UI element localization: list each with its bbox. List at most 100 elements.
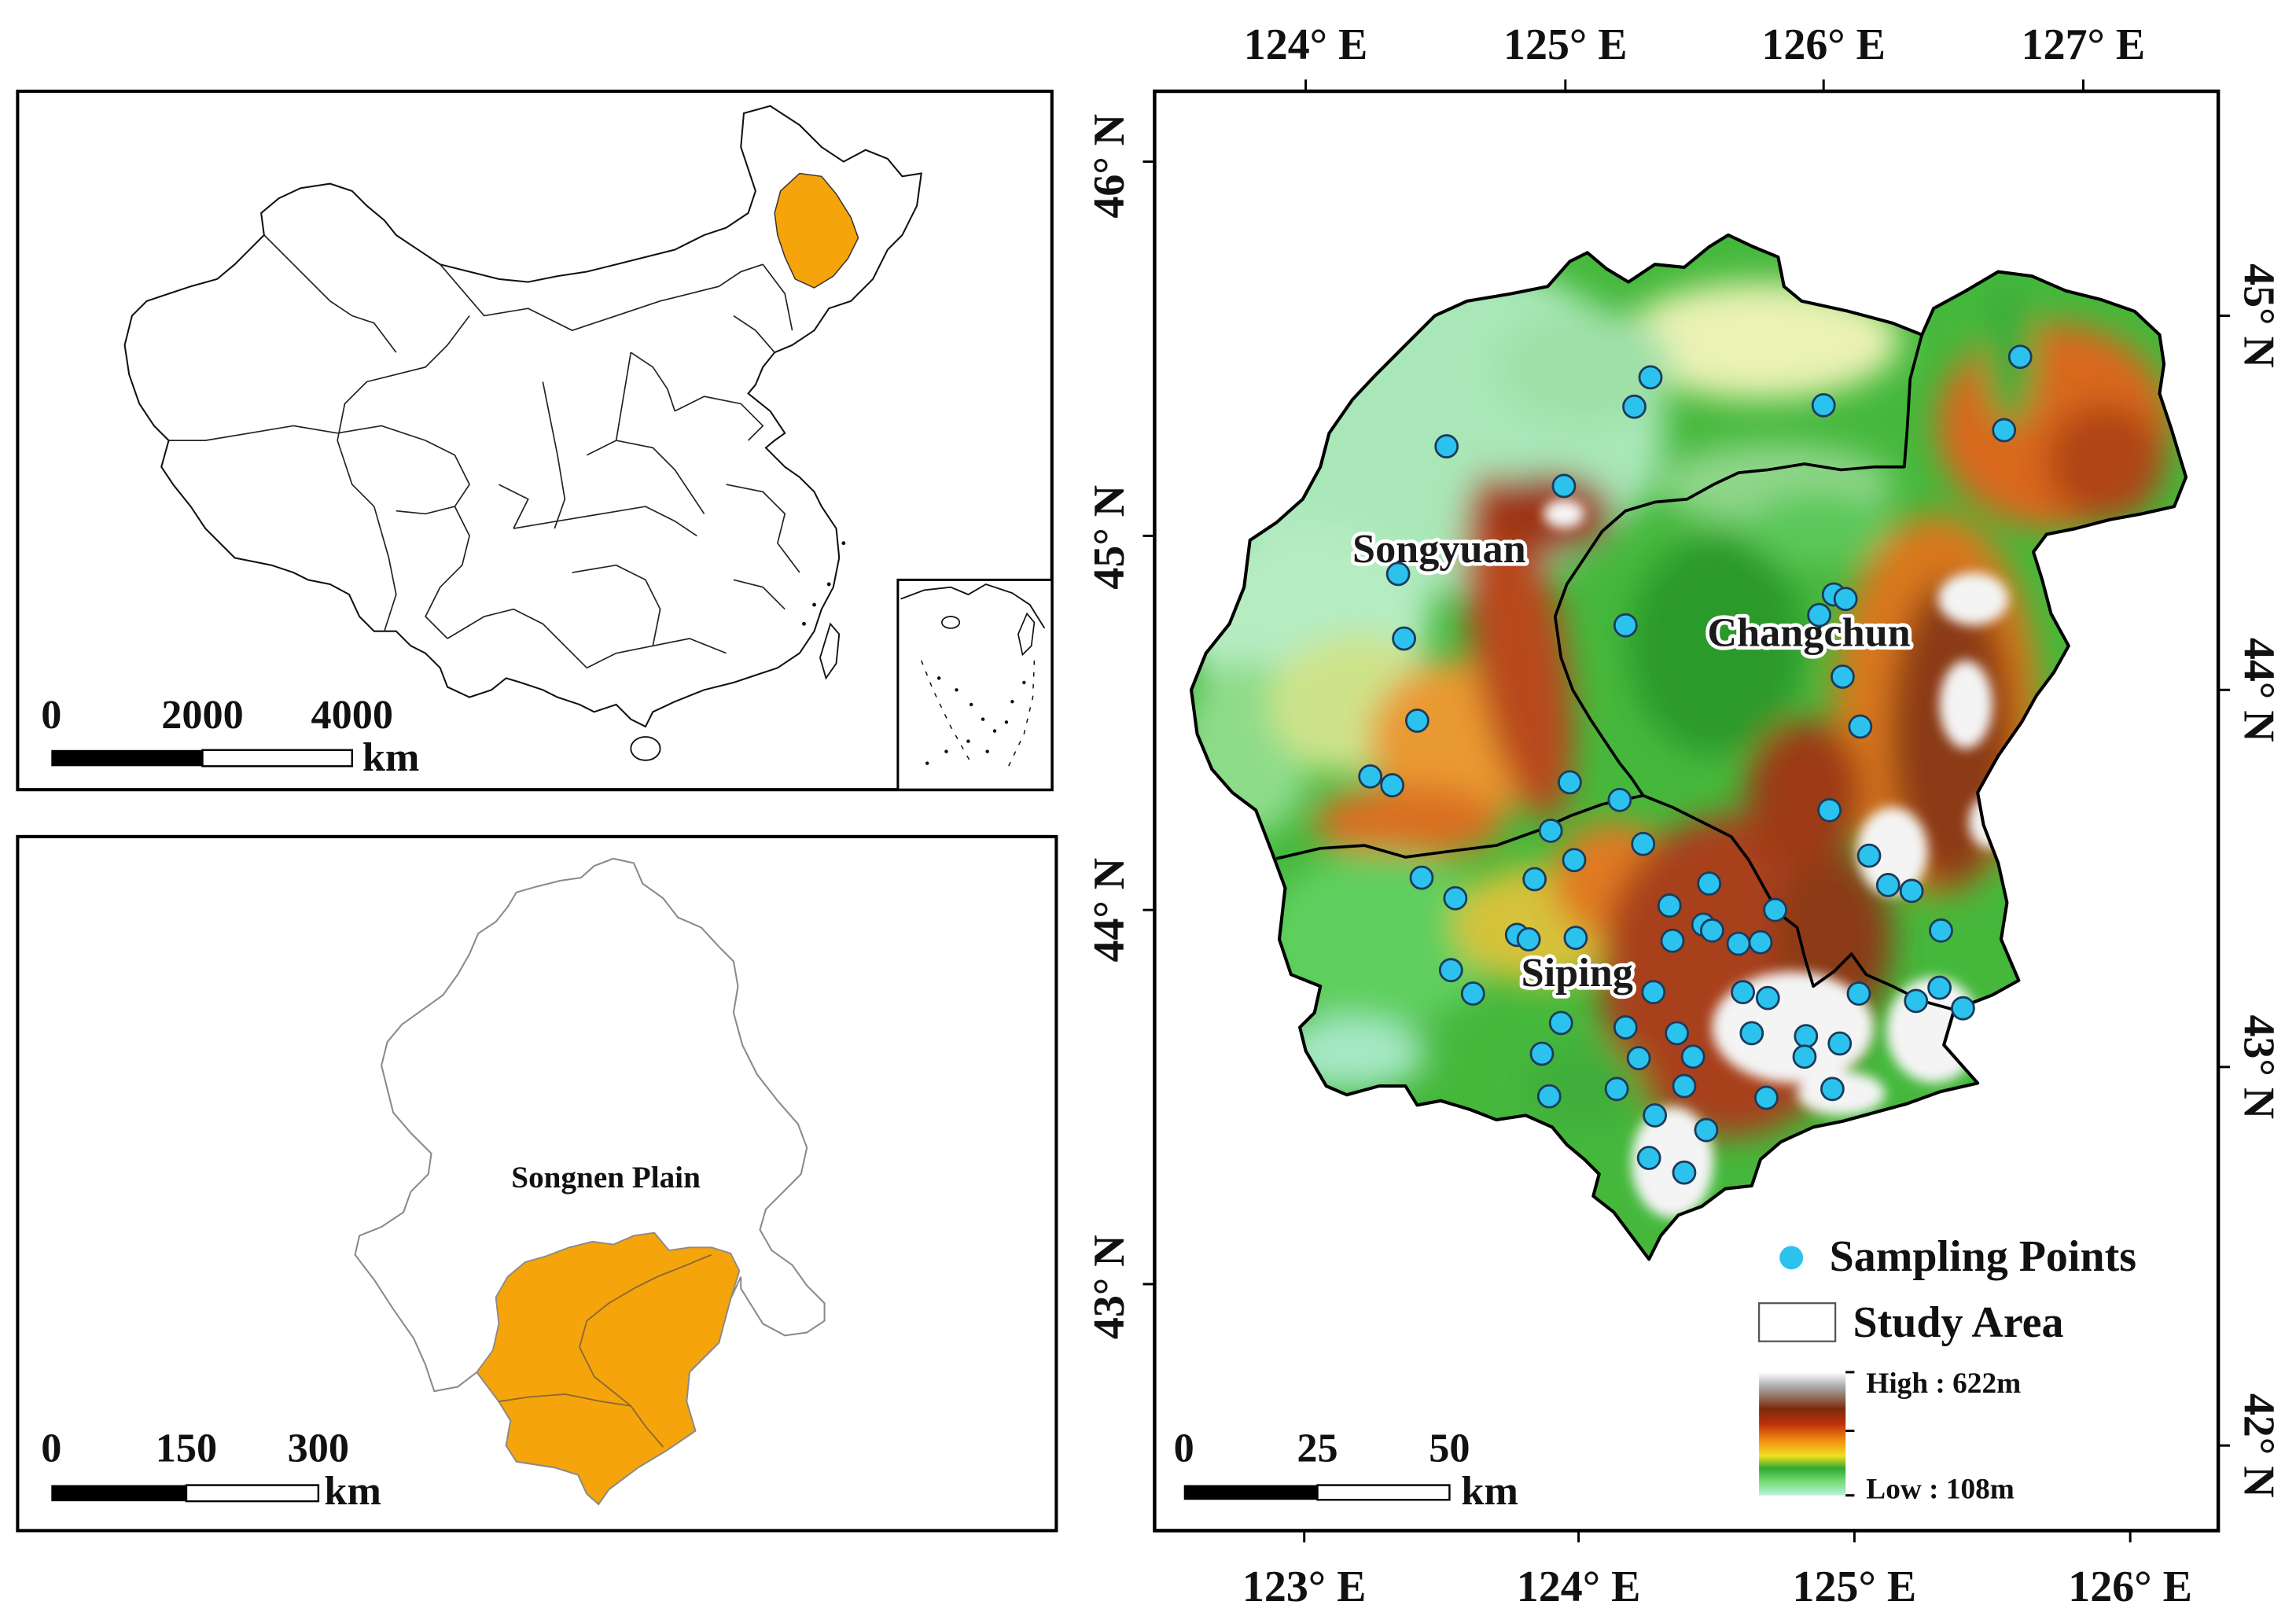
- sampling-point: [1672, 1073, 1697, 1099]
- elevation-patch: [1621, 282, 1900, 399]
- inset-dash-line: [921, 660, 972, 764]
- sampling-points-layer: [1358, 344, 2033, 1185]
- scale-bar-white: [201, 749, 354, 768]
- province-boundary: [733, 315, 775, 353]
- sampling-point: [1665, 1021, 1690, 1046]
- sampling-point: [1636, 1146, 1661, 1170]
- taiwan-island: [819, 622, 841, 680]
- legend-elevation-low: Low : 108m: [1866, 1473, 2015, 1505]
- province-boundary: [440, 263, 763, 332]
- sampling-point: [1875, 873, 1900, 897]
- island-dot: [1010, 699, 1014, 704]
- sampling-point: [1739, 1021, 1764, 1046]
- legend-sampling-point-symbol: [1779, 1246, 1804, 1270]
- longitude-label: 124° E: [1244, 20, 1368, 69]
- scale-unit: km: [324, 1468, 381, 1514]
- scale-tick-label: 150: [156, 1426, 217, 1471]
- sampling-point: [1558, 770, 1582, 795]
- region-label-songyuan: Songyuan: [1352, 526, 1526, 572]
- elevation-patch: [2046, 403, 2165, 521]
- sampling-point: [1563, 926, 1588, 951]
- china-scale-bar: 0 2000 4000 km: [41, 692, 419, 780]
- sampling-point: [1763, 897, 1788, 922]
- province-boundary: [630, 352, 676, 412]
- left-axis-labels: 46° N 45° N 44° N 43° N: [1085, 114, 1134, 1339]
- sampling-point: [1680, 1044, 1705, 1069]
- province-boundary: [733, 579, 786, 610]
- sampling-point: [1404, 709, 1429, 733]
- island-dot: [1022, 680, 1026, 685]
- sampling-point: [1929, 918, 1953, 943]
- sampling-point: [1748, 929, 1773, 955]
- south-china-sea-inset: [896, 578, 1054, 791]
- inset-coastline: [900, 583, 1046, 629]
- latitude-label: 44° N: [2235, 638, 2283, 742]
- sampling-point: [1434, 434, 1459, 458]
- sampling-point: [1754, 1085, 1779, 1110]
- province-boundary: [373, 506, 397, 631]
- island-dot: [826, 582, 831, 587]
- latitude-label: 43° N: [1085, 1235, 1134, 1339]
- sampling-point: [1358, 764, 1383, 789]
- sampling-point: [1613, 1015, 1638, 1040]
- bottom-axis-labels: 123° E 124° E 125° E 126° E: [1242, 1563, 2192, 1611]
- province-boundary: [726, 484, 800, 573]
- coastal-islands: [802, 541, 846, 626]
- island-dot: [944, 749, 948, 753]
- latitude-label: 45° N: [1085, 485, 1134, 590]
- sampling-point: [1697, 871, 1722, 896]
- sampling-point: [1626, 1046, 1651, 1071]
- study-area-highlight: [476, 1231, 741, 1506]
- study-area-panel: Songyuan Changchun Siping 124° E: [1085, 20, 2283, 1611]
- sampling-point: [1622, 394, 1647, 419]
- island-dot: [841, 541, 846, 546]
- longitude-label: 123° E: [1242, 1563, 1367, 1611]
- elevation-peak: [1939, 660, 1992, 749]
- sampling-point: [1536, 1084, 1562, 1109]
- scale-tick-label: 0: [41, 1426, 61, 1471]
- sampling-point: [2007, 344, 2033, 370]
- scale-tick-label: 50: [1429, 1426, 1470, 1471]
- elevation-peak: [1543, 499, 1585, 529]
- province-boundary: [263, 234, 397, 353]
- island-dot: [812, 602, 816, 607]
- songnen-plain-label: Songnen Plain: [511, 1161, 701, 1195]
- sampling-point: [1551, 473, 1577, 499]
- sampling-point: [1443, 885, 1468, 911]
- elevation-patch: [1261, 851, 1497, 1028]
- sampling-point: [1392, 626, 1416, 651]
- scale-tick-label: 4000: [311, 692, 393, 738]
- sampling-point: [1899, 878, 1924, 904]
- sampling-point: [1992, 418, 2017, 443]
- city-boundary: [579, 1253, 712, 1348]
- sampling-point: [1755, 985, 1780, 1010]
- province-boundary: [762, 263, 793, 331]
- sampling-point: [1856, 843, 1882, 868]
- sampling-point: [1657, 893, 1682, 918]
- longitude-label: 125° E: [1503, 20, 1628, 69]
- scale-bar-white: [1316, 1484, 1451, 1501]
- sampling-point: [1817, 797, 1842, 823]
- sampling-point: [1792, 1044, 1817, 1069]
- scale-bar-black: [1183, 1485, 1318, 1500]
- sampling-point: [1643, 1102, 1668, 1128]
- sampling-point: [1848, 714, 1873, 739]
- songnen-plain-panel: Songnen Plain 0 150 300 km: [16, 834, 1058, 1533]
- elevation-patch: [1312, 785, 1504, 859]
- sampling-point: [1409, 865, 1434, 890]
- elevation-patch: [1628, 536, 1805, 756]
- scale-tick-label: 0: [41, 692, 61, 738]
- sampling-point: [1613, 613, 1638, 638]
- inset-taiwan: [1017, 612, 1036, 657]
- scale-bar-white: [185, 1484, 320, 1503]
- sampling-point: [1538, 819, 1563, 843]
- province-boundary: [337, 425, 471, 515]
- province-boundary: [168, 425, 338, 441]
- longitude-label: 126° E: [1761, 20, 1886, 69]
- sampling-point: [1827, 1031, 1853, 1056]
- island-dot: [966, 739, 970, 743]
- sampling-point: [1631, 831, 1656, 856]
- island-dot: [981, 717, 985, 721]
- longitude-label: 127° E: [2022, 20, 2146, 69]
